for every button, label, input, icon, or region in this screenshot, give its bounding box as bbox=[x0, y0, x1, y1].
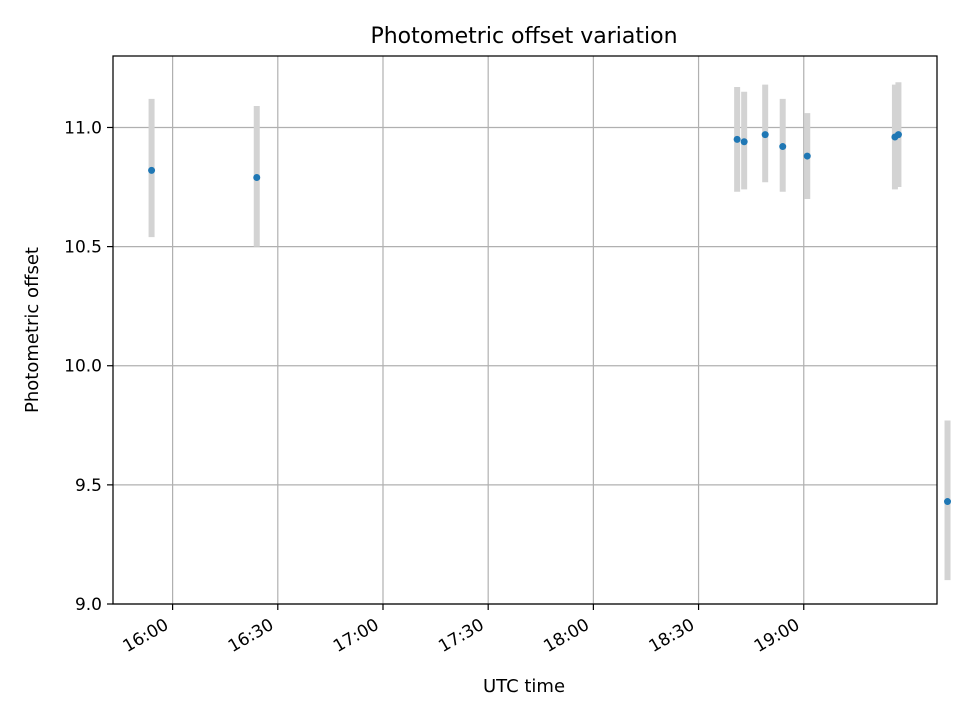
data-point bbox=[253, 174, 261, 182]
y-tick-label: 9.0 bbox=[75, 595, 102, 615]
data-point bbox=[761, 131, 769, 139]
y-tick-label: 9.5 bbox=[75, 476, 102, 496]
y-axis-label: Photometric offset bbox=[22, 247, 43, 413]
data-points bbox=[148, 131, 952, 506]
data-point bbox=[894, 131, 902, 139]
data-point bbox=[148, 166, 156, 174]
y-axis-ticks: 9.0 9.5 10.0 10.5 11.0 bbox=[64, 118, 113, 615]
x-axis-label: UTC time bbox=[483, 676, 565, 697]
chart-title: Photometric offset variation bbox=[370, 24, 677, 49]
y-tick-label: 10.0 bbox=[64, 357, 102, 377]
data-point bbox=[733, 135, 741, 143]
data-point bbox=[779, 143, 787, 151]
y-tick-label: 11.0 bbox=[64, 118, 102, 138]
data-point bbox=[740, 138, 748, 146]
data-point bbox=[944, 498, 952, 506]
y-tick-label: 10.5 bbox=[64, 238, 102, 258]
data-point bbox=[803, 152, 811, 160]
plot-frame bbox=[112, 55, 938, 605]
grid bbox=[113, 56, 937, 605]
